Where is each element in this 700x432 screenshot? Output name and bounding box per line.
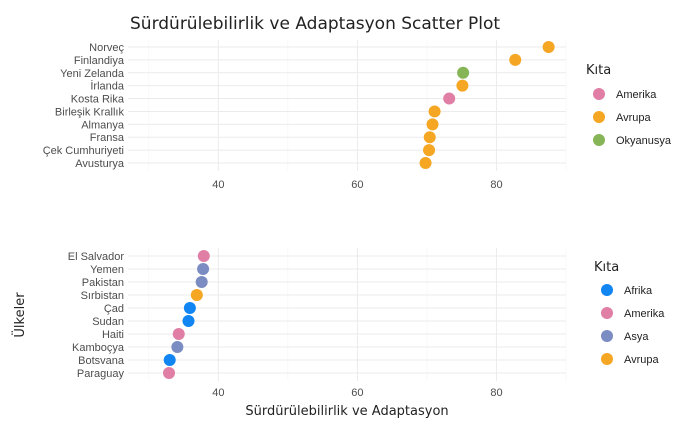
- data-point: [542, 41, 555, 53]
- legend-label: Avrupa: [616, 112, 652, 124]
- data-point: [443, 92, 456, 105]
- y-tick-label: Birleşik Krallık: [55, 106, 125, 118]
- y-tick-label: Almanya: [81, 119, 125, 131]
- legend-label: Afrika: [624, 285, 653, 297]
- x-tick-label: 80: [490, 179, 502, 191]
- data-point: [195, 276, 208, 288]
- legend-label: Okyanusya: [616, 135, 672, 147]
- x-tick-label: 60: [351, 179, 363, 191]
- data-point: [190, 289, 203, 301]
- y-tick-label: Kamboçya: [72, 342, 125, 354]
- y-tick-label: Sudan: [92, 316, 124, 328]
- data-point: [182, 315, 195, 327]
- y-tick-label: Paraguay: [77, 368, 125, 380]
- data-point: [456, 79, 469, 92]
- data-point: [423, 131, 436, 144]
- y-tick-label: Yemen: [90, 264, 124, 276]
- y-tick-label: Avusturya: [75, 158, 125, 170]
- y-tick-label: Fransa: [90, 132, 125, 144]
- y-tick-label: Haiti: [102, 329, 124, 341]
- data-point: [426, 118, 439, 131]
- y-tick-label: Finlandiya: [74, 55, 125, 67]
- data-point: [183, 302, 196, 314]
- data-point: [457, 66, 470, 79]
- y-tick-label: Çad: [104, 303, 124, 315]
- data-point: [423, 144, 436, 157]
- legend-label: Amerika: [616, 89, 657, 101]
- legend-swatch: [593, 88, 605, 100]
- y-tick-label: Kosta Rika: [71, 94, 125, 106]
- x-tick-label: 60: [351, 387, 363, 399]
- panel-2: El SalvadorYemenPakistanSırbistanÇadSuda…: [68, 248, 665, 399]
- x-axis-label: Sürdürülebilirlik ve Adaptasyon: [245, 404, 448, 419]
- y-tick-label: El Salvador: [68, 251, 125, 263]
- x-tick-label: 40: [212, 179, 224, 191]
- y-tick-label: Yeni Zelanda: [60, 68, 125, 80]
- data-point: [428, 105, 441, 118]
- y-tick-label: İrlanda: [90, 80, 125, 93]
- legend-label: Asya: [624, 331, 649, 343]
- x-tick-label: 80: [490, 387, 502, 399]
- legend-swatch: [601, 330, 613, 342]
- legend-label: Amerika: [624, 308, 665, 320]
- legend-swatch: [601, 284, 613, 296]
- legend-title: Kıta: [586, 63, 611, 78]
- data-point: [197, 250, 210, 262]
- y-axis-label: Ülkeler: [11, 292, 28, 338]
- legend-swatch: [593, 111, 605, 123]
- data-point: [509, 53, 522, 66]
- y-tick-label: Botsvana: [78, 355, 125, 367]
- legend-swatch: [601, 353, 613, 365]
- legend-title: Kıta: [594, 260, 619, 275]
- legend-swatch: [593, 134, 605, 146]
- chart-title: Sürdürülebilirlik ve Adaptasyon Scatter …: [130, 14, 500, 34]
- data-point: [163, 367, 176, 379]
- legend-label: Avrupa: [624, 354, 660, 366]
- y-tick-label: Sırbistan: [81, 290, 124, 302]
- legend-swatch: [601, 307, 613, 319]
- data-point: [172, 328, 185, 340]
- data-point: [171, 341, 184, 353]
- data-point: [419, 157, 432, 169]
- y-tick-label: Çek Cumhuriyeti: [43, 145, 124, 157]
- y-tick-label: Norveç: [89, 42, 124, 54]
- x-tick-label: 40: [212, 387, 224, 399]
- y-tick-label: Pakistan: [82, 277, 124, 289]
- data-point: [197, 263, 210, 275]
- data-point: [163, 354, 176, 366]
